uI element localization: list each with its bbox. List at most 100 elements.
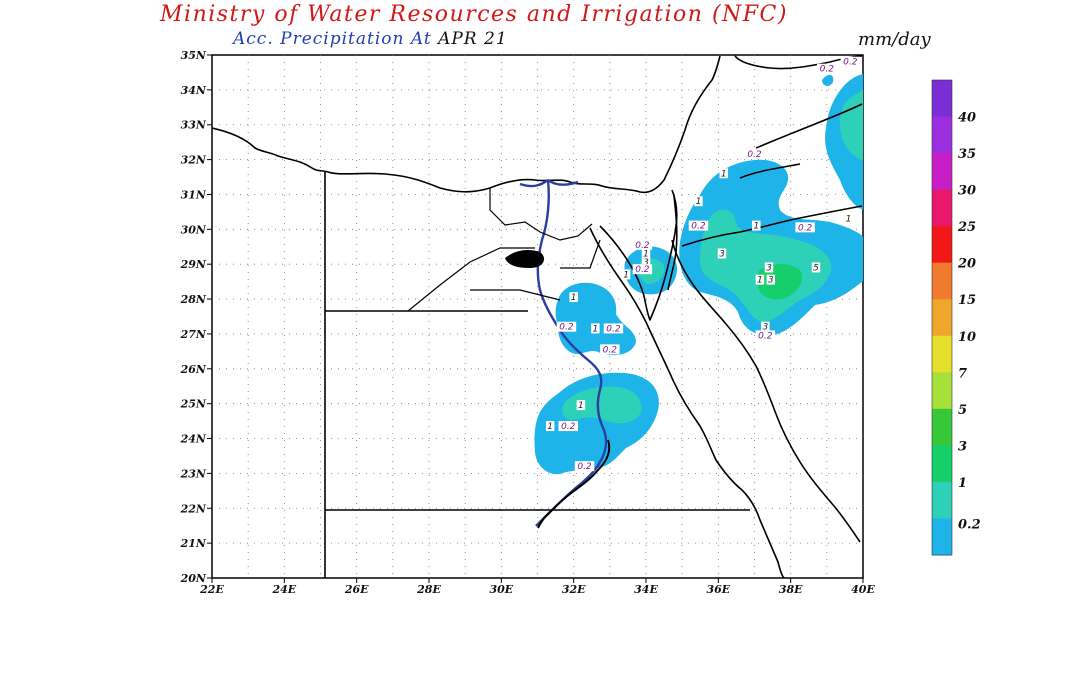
contour-label-bg	[719, 168, 729, 179]
colorbar-label: 40	[958, 111, 976, 126]
contour-label: 0.2	[559, 323, 574, 333]
contour-label: 1	[696, 197, 702, 207]
nile-delta-west	[519, 179, 549, 188]
lon-tick-label: 26E	[344, 583, 369, 596]
contour-label-bg	[755, 274, 765, 285]
colorbar-segment	[932, 262, 952, 300]
contour-label: 0.2	[747, 150, 762, 160]
contour-label: 0.2	[758, 331, 773, 341]
contour-label-bg	[600, 344, 620, 355]
contour-label: 0.2	[577, 462, 592, 472]
precip-area-jordan-saudi-3mm	[756, 264, 803, 300]
contour-label: 3	[762, 323, 768, 333]
contour-label: 1	[643, 249, 649, 259]
contour-label-bg	[717, 248, 727, 259]
colorbar-label: 35	[958, 147, 976, 162]
contour-label: 0.2	[635, 265, 650, 275]
gov-line-fayoum	[505, 250, 545, 268]
gov-line-middle	[407, 247, 535, 312]
contour-label-bg	[556, 321, 577, 332]
colorbar-label: 5	[958, 403, 967, 418]
contour-label-bg	[811, 262, 821, 273]
colorbar-segment	[932, 445, 952, 483]
colorbar-label: 0.2	[958, 517, 981, 532]
precip-area-northeast-1mm	[839, 90, 863, 160]
colorbar-label: 10	[958, 330, 976, 345]
contour-label: 3	[766, 263, 772, 273]
contour-label: 3	[643, 258, 649, 268]
lon-tick-label: 34E	[634, 583, 658, 596]
contour-label: 1	[753, 222, 759, 232]
lat-tick-label: 27N	[180, 328, 207, 341]
border-iraq-saudi	[755, 103, 863, 149]
contour-label: 1	[547, 422, 553, 432]
colorbar-segment	[932, 299, 952, 337]
forecast-date: APR 21	[438, 29, 508, 49]
contour-label-bg	[641, 257, 651, 268]
precip-area-upper-egypt-1mm	[562, 386, 642, 424]
contour-label-bg	[844, 213, 853, 224]
lat-tick-label: 35N	[181, 49, 207, 62]
lat-tick-label: 22N	[180, 502, 207, 515]
lat-tick-label: 23N	[180, 467, 207, 480]
contour-label-bg	[817, 63, 837, 74]
contour-label: 0.2	[635, 241, 650, 251]
colorbar-segment	[932, 335, 952, 373]
contour-label: 1	[578, 401, 584, 411]
longitude-labels: 22E 24E 26E 28E 30E 32E 34E 36E 38E 40E	[199, 578, 875, 596]
lake-nasser	[537, 439, 611, 529]
lat-tick-label: 26N	[180, 363, 207, 376]
contour-label-bg	[632, 239, 653, 250]
gov-line-delta	[489, 188, 593, 241]
contour-label-bg	[840, 56, 861, 67]
chart-subtitle: Acc. Precipitation At APR 21	[233, 29, 508, 49]
contour-label-bg	[744, 149, 765, 160]
contour-label: 3	[768, 276, 774, 286]
contour-label: 0.2	[798, 223, 813, 233]
lon-tick-label: 24E	[271, 583, 296, 596]
lon-tick-label: 36E	[706, 583, 730, 596]
gov-line-south	[470, 289, 561, 301]
contour-label-bg	[764, 262, 774, 273]
contour-label: 5	[813, 263, 819, 273]
contour-label: 1	[592, 324, 598, 334]
colorbar-segment	[932, 226, 952, 264]
latitude-labels: 35N 34N 33N 32N 31N 30N 29N 28N 27N 26N 25N 24N 23N 2…	[180, 49, 212, 585]
colorbar-label: 25	[957, 220, 976, 235]
contour-label-bg	[752, 220, 761, 231]
subtitle-prefix: Acc. Precipitation At	[233, 29, 432, 49]
lat-tick-label: 30N	[181, 223, 207, 236]
contour-label-bg	[755, 330, 776, 341]
contour-label-bg	[632, 264, 653, 275]
contour-label: 0.2	[843, 58, 858, 68]
lat-tick-label: 28N	[180, 293, 207, 306]
lon-tick-label: 38E	[779, 583, 803, 596]
colorbar-label: 7	[958, 366, 967, 381]
contour-label-bg	[569, 292, 578, 303]
contour-label: 0.2	[561, 422, 576, 432]
coastline-mediterranean	[212, 55, 721, 194]
lat-tick-label: 21N	[180, 537, 207, 550]
lon-tick-label: 32E	[562, 583, 586, 596]
colorbar-segment	[932, 372, 952, 410]
lon-tick-label: 22E	[199, 583, 224, 596]
contour-label: 0.2	[820, 65, 835, 75]
contour-label-bg	[558, 421, 578, 432]
contour-label-bg	[576, 400, 586, 411]
contour-label: 0.2	[606, 324, 621, 334]
contour-label-bg	[641, 248, 651, 259]
border-saudi-jordan	[681, 205, 863, 247]
contour-label: 1	[623, 270, 629, 280]
lat-tick-label: 29N	[180, 258, 207, 271]
chart-title: Ministry of Water Resources and Irrigati…	[160, 2, 788, 27]
contour-label-bg	[545, 421, 555, 432]
colorbar-label: 30	[958, 184, 976, 199]
lat-tick-label: 24N	[180, 433, 207, 446]
colorbar-segment	[932, 518, 952, 556]
contour-label-bg	[694, 196, 703, 207]
lat-tick-label: 20N	[180, 572, 207, 585]
lon-tick-label: 30E	[489, 583, 513, 596]
units-label: mm/day	[858, 29, 931, 50]
contour-label-bg	[621, 269, 631, 280]
